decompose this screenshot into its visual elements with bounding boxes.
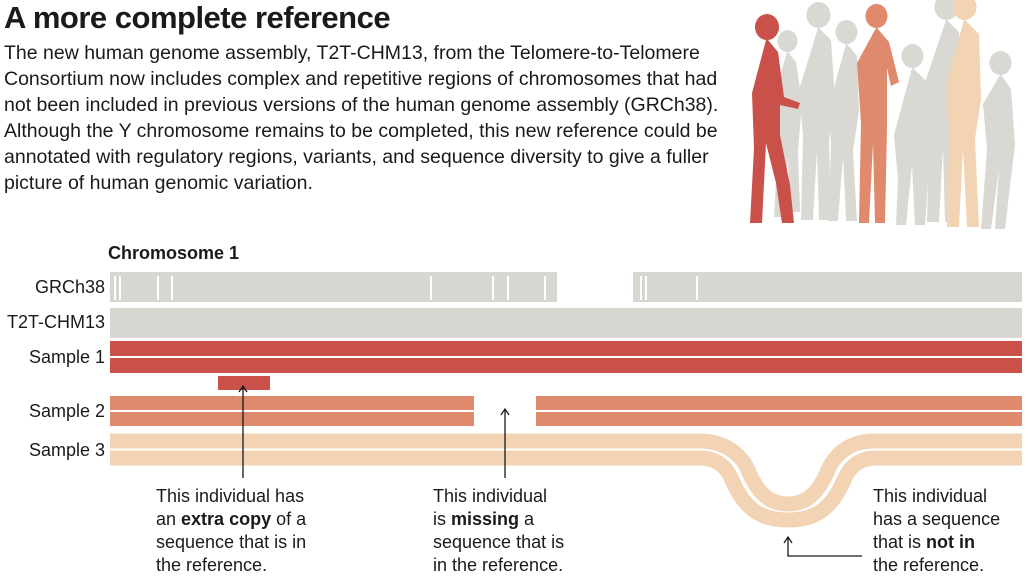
- row-grch38: [110, 272, 1022, 302]
- arrowhead-missing: [500, 407, 510, 416]
- annotation-not-in-reference: This individual has a sequence that is n…: [873, 486, 1001, 575]
- intro-paragraph: The new human genome assembly, T2T-CHM13…: [4, 42, 719, 194]
- sample1-strand-top: [110, 341, 1022, 356]
- sample1-extra-copy: [218, 376, 270, 390]
- sample3-strand-top: [110, 433, 1022, 512]
- row-label-grch38: GRCh38: [34, 277, 105, 297]
- people-illustration: [750, 0, 1015, 230]
- t2t-chm13-bar: [110, 308, 1022, 338]
- row-label-sample3: Sample 3: [28, 440, 105, 460]
- grch38-gap: [557, 272, 633, 302]
- sample2-left-bottom: [110, 412, 474, 426]
- sample2-right-bottom: [536, 412, 1022, 426]
- row-sample3: [110, 433, 1022, 528]
- row-label-t2t-chm13: T2T-CHM13: [6, 312, 105, 332]
- grch38-gap-ticks: [114, 276, 698, 300]
- row-sample2: [110, 396, 1022, 426]
- arrowhead-not-in: [783, 535, 793, 544]
- row-label-sample1: Sample 1: [28, 347, 105, 367]
- peach-silhouette: [947, 0, 981, 227]
- arrowhead-extra-copy: [238, 384, 248, 393]
- pointer-lines: [238, 384, 862, 557]
- row-label-sample2: Sample 2: [28, 401, 105, 421]
- sample2-right-top: [536, 396, 1022, 410]
- annotation-missing: This individual is missing a sequence th…: [433, 486, 565, 575]
- sample3-strand-bottom: [110, 450, 1022, 528]
- annotation-extra-copy: This individual has an extra copy of a s…: [156, 486, 307, 575]
- sample1-strand-bottom: [110, 358, 1022, 373]
- chromosome-label: Chromosome 1: [108, 243, 240, 263]
- sample2-left-top: [110, 396, 474, 410]
- red-silhouette: [750, 14, 800, 224]
- page-title: A more complete reference: [4, 0, 391, 35]
- pointer-not-in: [787, 538, 862, 557]
- row-sample1: [110, 341, 1022, 390]
- salmon-silhouette: [857, 4, 899, 223]
